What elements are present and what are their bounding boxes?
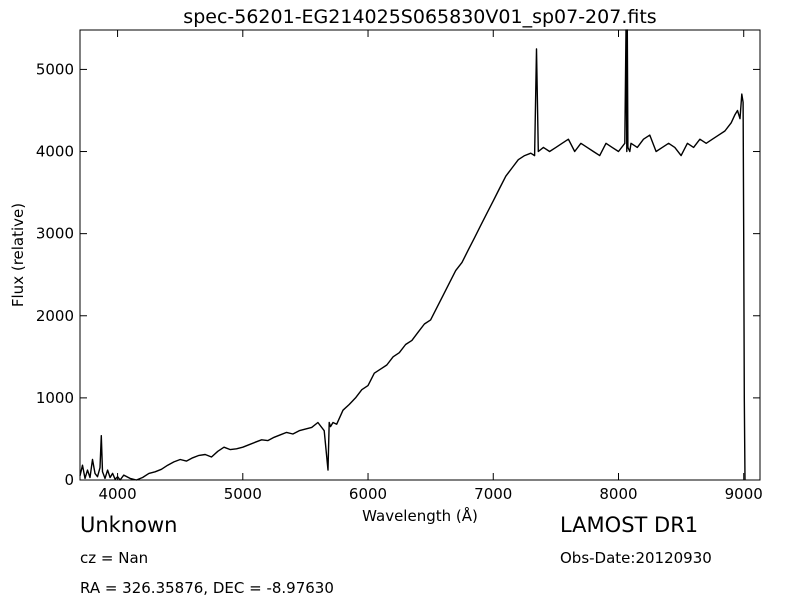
x-axis-label: Wavelength (Å) [362,506,478,525]
coordinates-label: RA = 326.35876, DEC = -8.97630 [80,579,334,597]
x-tick-label-4: 8000 [599,485,637,503]
y-tick-label-5: 5000 [36,60,74,78]
redshift-label: cz = Nan [80,549,149,567]
plot-frame [79,29,761,481]
x-tick-label-3: 7000 [474,485,512,503]
x-tick-label-5: 9000 [725,485,763,503]
chart-title: spec-56201-EG214025S065830V01_sp07-207.f… [183,6,656,28]
y-tick-label-2: 2000 [36,307,74,325]
object-class-label: Unknown [80,513,178,537]
x-tick-label-2: 6000 [349,485,387,503]
x-tick-label-1: 5000 [224,485,262,503]
series-group [79,29,746,481]
y-tick-label-1: 1000 [36,389,74,407]
y-axis-label: Flux (relative) [9,203,27,307]
spectrum-line-0 [79,29,746,481]
y-tick-label-3: 3000 [36,225,74,243]
x-tick-label-0: 4000 [98,485,136,503]
axis-ticks: 4000 5000 6000 7000 8000 9000 0 1000 2000 3000 400… [36,30,763,503]
survey-label: LAMOST DR1 [560,513,699,537]
y-tick-label-0: 0 [64,471,74,489]
obs-date-label: Obs-Date:20120930 [560,549,712,567]
y-tick-label-4: 4000 [36,143,74,161]
